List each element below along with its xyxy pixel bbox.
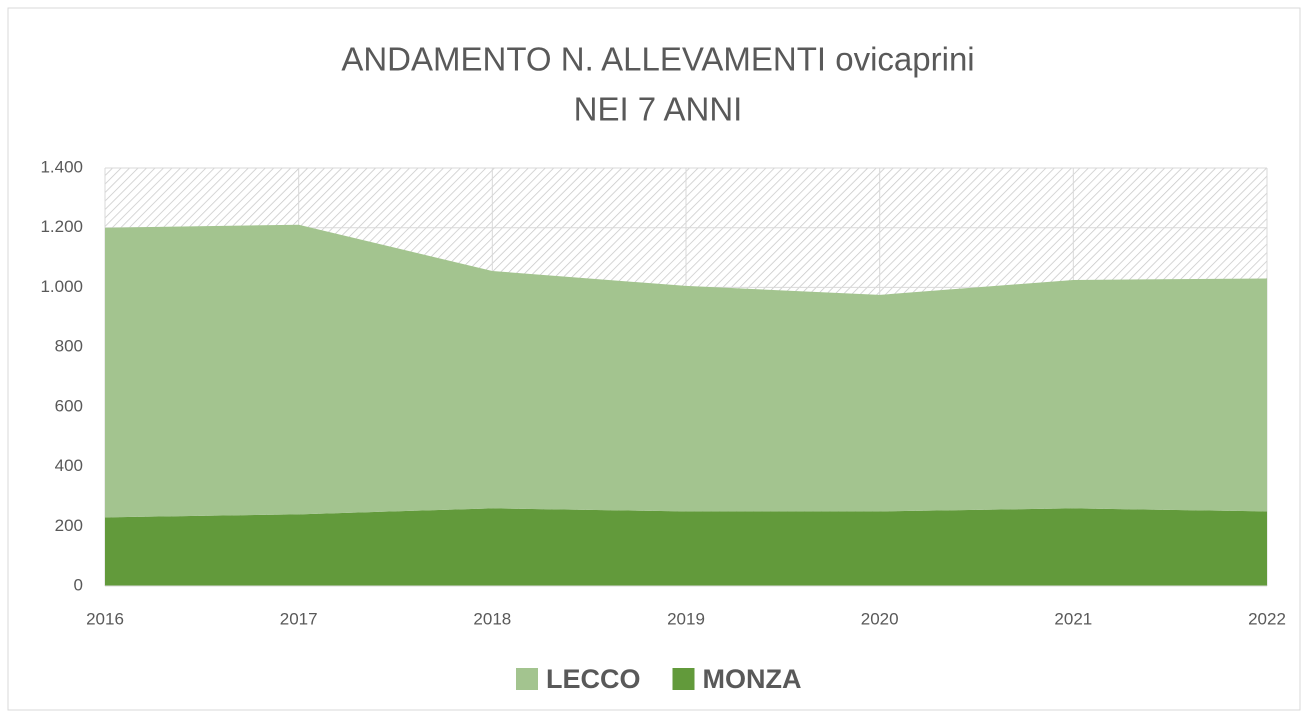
legend-swatch bbox=[516, 668, 538, 690]
area bbox=[105, 224, 1267, 518]
y-tick-label: 0 bbox=[74, 575, 83, 594]
y-tick-label: 1.200 bbox=[40, 217, 83, 236]
y-tick-label: 1.000 bbox=[40, 277, 83, 296]
y-tick-label: 800 bbox=[55, 337, 83, 356]
x-tick-label: 2021 bbox=[1054, 609, 1092, 628]
x-tick-label: 2022 bbox=[1248, 609, 1286, 628]
y-tick-label: 1.400 bbox=[40, 157, 83, 176]
x-tick-label: 2016 bbox=[86, 609, 124, 628]
x-tick-label: 2019 bbox=[667, 609, 705, 628]
legend-swatch bbox=[672, 668, 695, 690]
legend-label: LECCO bbox=[546, 664, 641, 694]
chart-title: NEI 7 ANNI bbox=[574, 91, 743, 128]
y-tick-label: 600 bbox=[55, 396, 83, 415]
y-tick-label: 400 bbox=[55, 456, 83, 475]
x-tick-label: 2018 bbox=[473, 609, 511, 628]
x-tick-label: 2020 bbox=[861, 609, 899, 628]
chart-title: ANDAMENTO N. ALLEVAMENTI ovicaprini bbox=[341, 41, 974, 78]
legend-label: MONZA bbox=[703, 664, 802, 694]
area bbox=[105, 508, 1267, 586]
y-tick-label: 200 bbox=[55, 516, 83, 535]
x-tick-label: 2017 bbox=[280, 609, 318, 628]
